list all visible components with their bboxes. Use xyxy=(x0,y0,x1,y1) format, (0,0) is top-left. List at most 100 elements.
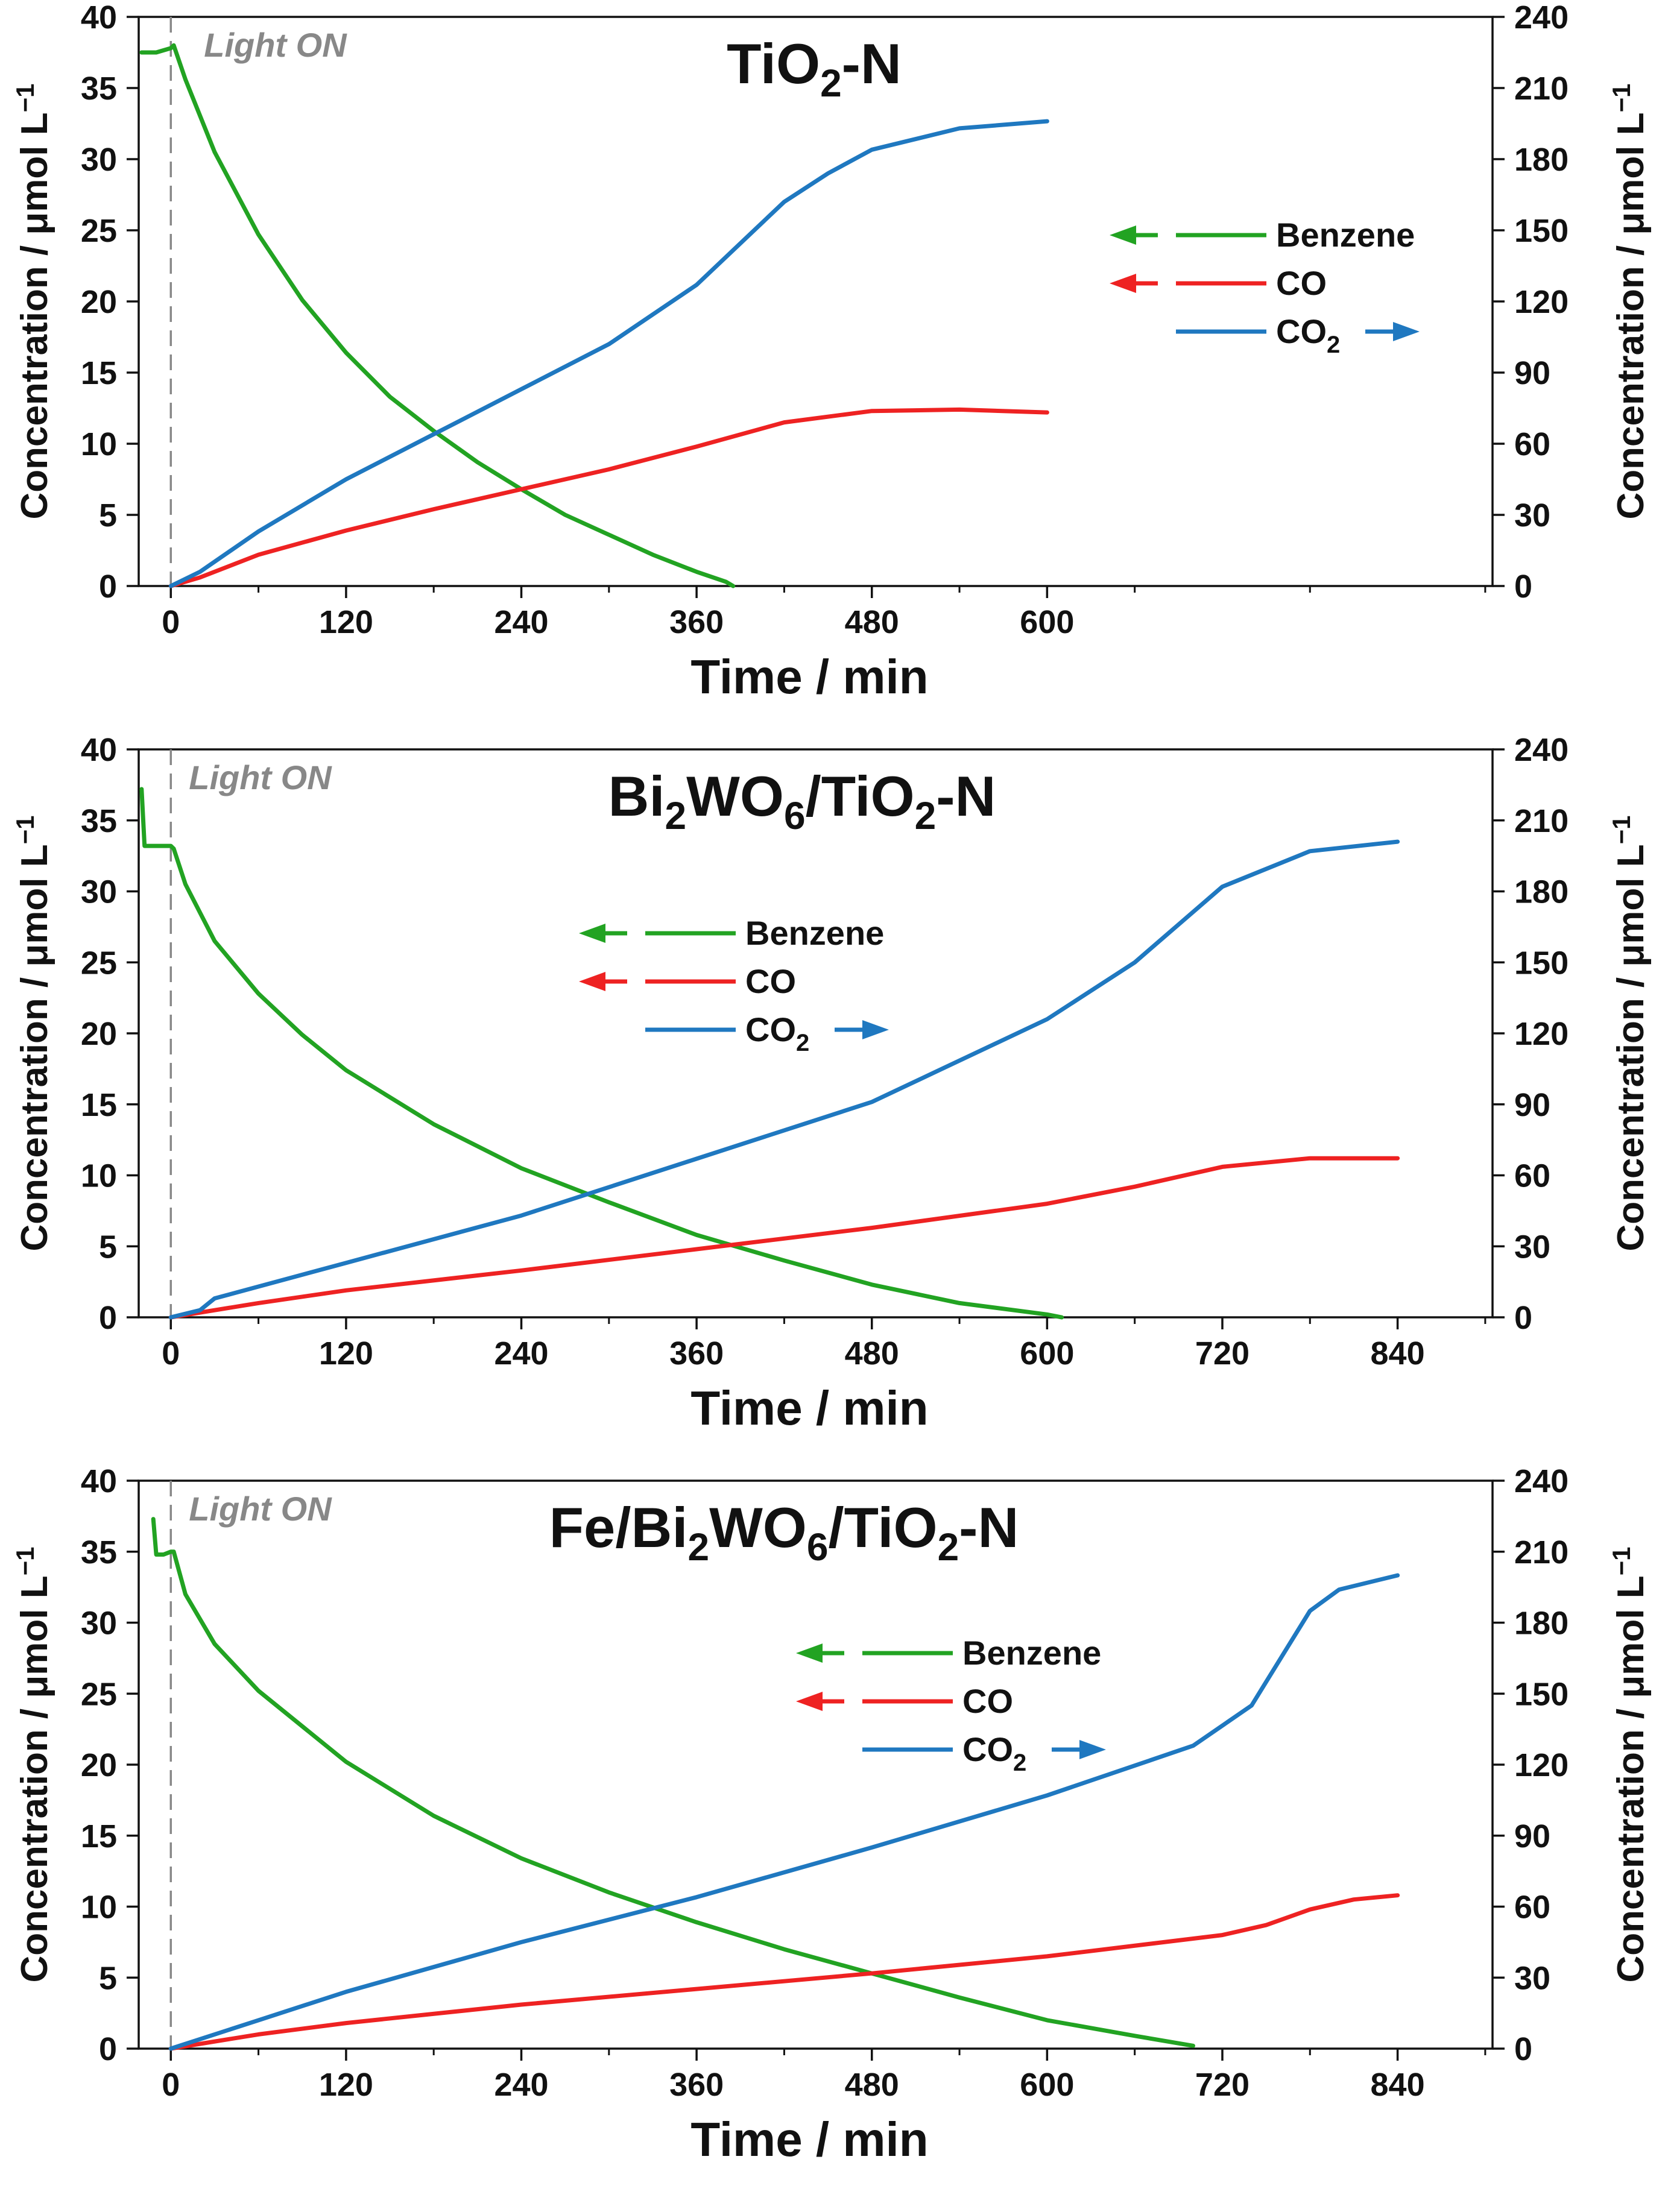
x-tick-label: 120 xyxy=(319,2067,373,2103)
light-on-label: Light ON xyxy=(204,26,347,64)
y-left-tick-label: 25 xyxy=(81,213,117,249)
y-left-tick-label: 35 xyxy=(81,1534,117,1571)
legend-label: Benzene xyxy=(962,1634,1101,1672)
y-right-tick-label: 0 xyxy=(1514,569,1532,605)
x-tick-label: 600 xyxy=(1020,2067,1074,2103)
arrow-left-icon xyxy=(1110,274,1136,293)
x-axis-title: Time / min xyxy=(690,1381,928,1435)
x-tick-label: 840 xyxy=(1371,2067,1425,2103)
y-right-axis-title: Concentration / μmol L−1 xyxy=(1607,83,1652,519)
x-tick-label: 480 xyxy=(845,1335,899,1372)
series-line-co2 xyxy=(168,119,1049,588)
y-left-tick-label: 40 xyxy=(81,0,117,36)
y-right-tick-label: 150 xyxy=(1514,1676,1569,1712)
x-tick-label: 600 xyxy=(1020,604,1074,640)
y-left-tick-label: 25 xyxy=(81,1676,117,1712)
legend-label: CO xyxy=(745,962,796,1000)
y-left-tick-label: 15 xyxy=(81,1818,117,1854)
y-right-tick-label: 120 xyxy=(1514,1016,1569,1052)
y-right-tick-label: 210 xyxy=(1514,803,1569,839)
x-tick-label: 120 xyxy=(319,1335,373,1372)
x-tick-label: 240 xyxy=(494,1335,548,1372)
chart-panel-1: 0 120 240 360 480 600 0 5 10 15 20 25 30 35 40 0 30 60 90 1… xyxy=(11,0,1652,704)
series-line-benzene xyxy=(139,787,1064,1320)
y-left-tick-label: 15 xyxy=(81,355,117,391)
y-left-tick-label: 5 xyxy=(99,497,117,534)
plot-frame xyxy=(137,748,1494,1319)
x-tick-label: 240 xyxy=(494,2067,548,2103)
x-tick-label: 720 xyxy=(1195,2067,1250,2103)
series-line-co2 xyxy=(168,1573,1400,2051)
y-right-tick-label: 180 xyxy=(1514,1605,1569,1642)
y-left-tick-label: 20 xyxy=(81,1747,117,1783)
legend-item-co2: CO2 xyxy=(862,1730,1106,1776)
y-right-tick-label: 210 xyxy=(1514,71,1569,107)
y-left-tick-label: 0 xyxy=(99,1300,117,1336)
y-right-tick-label: 90 xyxy=(1514,1818,1550,1854)
x-tick-label: 0 xyxy=(162,2067,180,2103)
x-tick-label: 120 xyxy=(319,604,373,640)
series-line-benzene xyxy=(151,1517,1195,2048)
series-line-benzene xyxy=(139,43,736,588)
legend-item-co2: CO2 xyxy=(1176,312,1420,358)
series-line-co2 xyxy=(168,839,1400,1320)
x-tick-label: 360 xyxy=(669,2067,724,2103)
x-tick-label: 480 xyxy=(845,2067,899,2103)
chart-panel-3: 0 120 240 360 480 600 720 840 0 5 10 15 20 25 30 35 40 0 3… xyxy=(11,1463,1652,2166)
y-left-tick-label: 5 xyxy=(99,1960,117,1996)
legend-label: Benzene xyxy=(745,914,884,952)
arrow-left-icon xyxy=(579,972,605,991)
y-left-tick-label: 20 xyxy=(81,284,117,320)
x-tick-label: 720 xyxy=(1195,1335,1250,1372)
panel-title: Fe/Bi2WO6/TiO2-N xyxy=(549,1496,1019,1569)
y-right-tick-label: 120 xyxy=(1514,1747,1569,1783)
arrow-left-icon xyxy=(1110,225,1136,245)
legend-item-co2: CO2 xyxy=(645,1010,889,1056)
y-left-tick-label: 35 xyxy=(81,803,117,839)
y-right-tick-label: 240 xyxy=(1514,1463,1569,1499)
y-right-tick-label: 90 xyxy=(1514,355,1550,391)
y-right-tick-label: 120 xyxy=(1514,284,1569,320)
x-tick-label: 360 xyxy=(669,604,724,640)
x-tick-label: 840 xyxy=(1371,1335,1425,1372)
x-tick-label: 0 xyxy=(162,1335,180,1372)
y-right-tick-label: 30 xyxy=(1514,1960,1550,1996)
legend-item-co: CO xyxy=(1110,264,1327,302)
y-right-tick-label: 240 xyxy=(1514,0,1569,36)
legend-item-benzene: Benzene xyxy=(1110,216,1415,254)
y-left-tick-label: 25 xyxy=(81,945,117,981)
arrow-right-icon xyxy=(1079,1740,1106,1759)
arrow-right-icon xyxy=(1393,322,1420,341)
y-left-tick-label: 5 xyxy=(99,1229,117,1265)
y-left-tick-label: 30 xyxy=(81,142,117,178)
y-left-tick-label: 40 xyxy=(81,732,117,768)
light-on-label: Light ON xyxy=(189,758,332,796)
series-line-co xyxy=(168,1156,1400,1320)
arrow-left-icon xyxy=(796,1692,823,1711)
arrow-left-icon xyxy=(796,1643,823,1663)
y-right-tick-label: 240 xyxy=(1514,732,1569,768)
legend-label: CO2 xyxy=(962,1730,1026,1776)
y-right-tick-label: 0 xyxy=(1514,1300,1532,1336)
x-tick-label: 480 xyxy=(845,604,899,640)
y-left-tick-label: 10 xyxy=(81,426,117,462)
y-right-tick-label: 0 xyxy=(1514,2031,1532,2067)
series-line-co xyxy=(168,1893,1400,2051)
y-left-tick-label: 30 xyxy=(81,1605,117,1642)
y-left-axis-title: Concentration / μmol L−1 xyxy=(11,1546,55,1982)
y-right-axis-title: Concentration / μmol L−1 xyxy=(1607,815,1652,1251)
y-right-tick-label: 210 xyxy=(1514,1534,1569,1571)
legend-label: CO2 xyxy=(1276,312,1340,358)
y-left-tick-label: 10 xyxy=(81,1158,117,1194)
y-right-tick-label: 180 xyxy=(1514,874,1569,910)
y-left-tick-label: 10 xyxy=(81,1889,117,1926)
legend-label: CO xyxy=(962,1682,1013,1720)
x-tick-label: 360 xyxy=(669,1335,724,1372)
y-right-tick-label: 150 xyxy=(1514,945,1569,981)
y-right-tick-label: 60 xyxy=(1514,426,1550,462)
legend-item-co: CO xyxy=(579,962,796,1000)
legend-label: Benzene xyxy=(1276,216,1415,254)
y-left-tick-label: 15 xyxy=(81,1087,117,1123)
x-tick-label: 600 xyxy=(1020,1335,1074,1372)
y-right-axis-title: Concentration / μmol L−1 xyxy=(1607,1546,1652,1982)
